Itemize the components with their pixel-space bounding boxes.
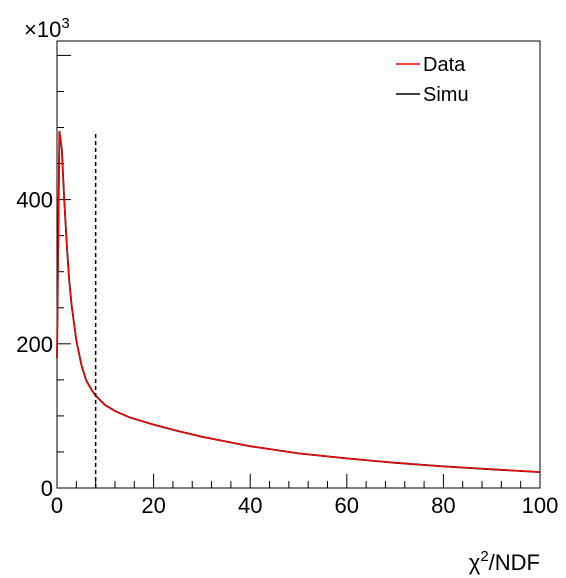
x-axis-title: χ2/NDF xyxy=(469,548,540,575)
series-line-data xyxy=(56,131,541,473)
x-axis: 0 20 40 60 80 100 xyxy=(51,474,558,518)
legend: Data Simu xyxy=(396,54,469,106)
plot-frame xyxy=(56,40,541,489)
y-axis: 0 200 400 xyxy=(16,54,71,501)
x-axis-title-base: χ xyxy=(469,550,481,575)
legend-label-simu: Simu xyxy=(423,84,469,106)
y-tick-label: 0 xyxy=(41,476,53,501)
series-group xyxy=(56,130,541,473)
series-line-simu xyxy=(56,130,541,473)
legend-label-data: Data xyxy=(423,54,466,76)
x-tick-label: 80 xyxy=(431,493,455,518)
x-tick-label: 0 xyxy=(51,493,63,518)
x-axis-title-sup: 2 xyxy=(480,548,488,565)
y-tick-label: 400 xyxy=(16,188,53,213)
y-multiplier-exp: 3 xyxy=(61,15,69,32)
x-tick-label: 100 xyxy=(522,493,559,518)
y-tick-label: 200 xyxy=(16,332,53,357)
x-axis-title-rest: /NDF xyxy=(489,550,540,575)
x-tick-label: 40 xyxy=(238,493,262,518)
y-multiplier: ×103 xyxy=(24,15,70,42)
x-tick-label: 60 xyxy=(335,493,359,518)
y-multiplier-base: ×10 xyxy=(24,17,61,42)
x-tick-label: 20 xyxy=(141,493,165,518)
